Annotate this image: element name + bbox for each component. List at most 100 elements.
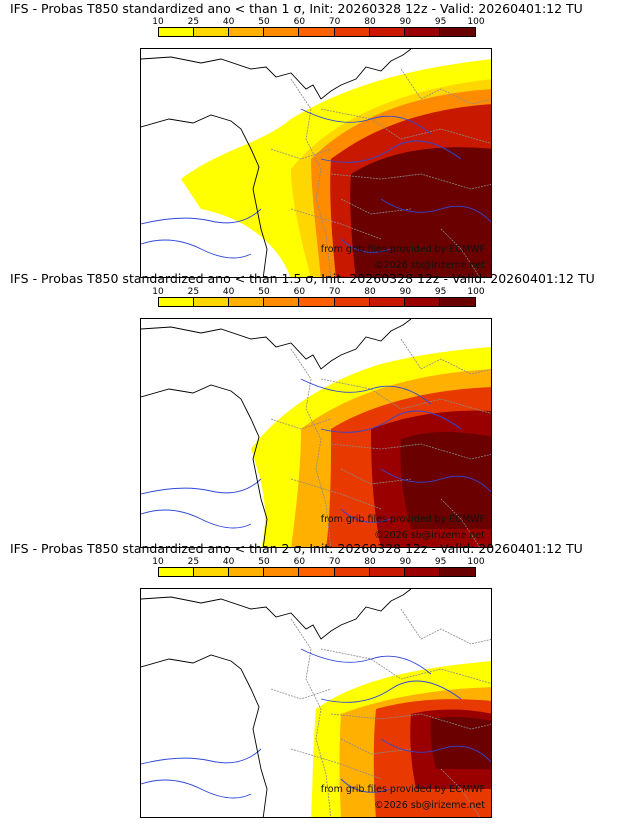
border-line xyxy=(270,148,332,160)
probability-contour xyxy=(400,432,491,529)
border-line xyxy=(400,338,491,375)
colorbar-segment xyxy=(369,568,405,576)
river-line xyxy=(300,108,432,135)
source-credit: from grib files provided by ECMWF xyxy=(320,514,485,525)
colorbar-segment xyxy=(334,28,370,36)
river-line xyxy=(300,648,432,675)
panel-title: IFS - Probas T850 standardized ano < tha… xyxy=(10,1,583,16)
colorbar-segment xyxy=(404,28,440,36)
river-line xyxy=(141,208,262,225)
river-line xyxy=(320,140,462,163)
colorbar-tick-label: 40 xyxy=(222,287,235,297)
probability-map: from grib files provided by ECMWF ©2026 … xyxy=(140,588,492,818)
colorbar-segment xyxy=(404,568,440,576)
colorbar-segment xyxy=(369,298,405,306)
colorbar-segment xyxy=(194,28,230,36)
colorbar-tick-label: 60 xyxy=(293,557,306,567)
colorbar-segment xyxy=(159,28,195,36)
colorbar-segment xyxy=(194,568,230,576)
coastline xyxy=(141,319,412,370)
map-svg xyxy=(141,319,491,547)
colorbar-tick-label: 70 xyxy=(328,287,341,297)
source-credit: from grib files provided by ECMWF xyxy=(320,244,485,255)
river-line xyxy=(300,378,432,405)
source-credit: from grib files provided by ECMWF xyxy=(320,784,485,795)
border-line xyxy=(320,648,491,684)
colorbar-tick-label: 25 xyxy=(187,557,200,567)
river-line xyxy=(380,198,491,223)
colorbar-tick-label: 80 xyxy=(364,17,376,27)
map-svg xyxy=(141,589,491,817)
colorbar-segment xyxy=(404,298,440,306)
colorbar-tick-label: 95 xyxy=(434,17,447,27)
colorbar-tick-label: 80 xyxy=(364,557,376,567)
border-line xyxy=(440,228,481,277)
border-line xyxy=(290,618,332,817)
colorbar-segment xyxy=(439,298,475,306)
colorbar-ticks: 10 25 40 50 60 70 80 90 95 100 xyxy=(145,17,485,27)
colorbar-tick-label: 90 xyxy=(399,287,412,297)
map-svg xyxy=(141,49,491,277)
coastline xyxy=(141,384,268,547)
colorbar-segment xyxy=(194,298,230,306)
probability-contour xyxy=(430,716,491,769)
colorbar-segment xyxy=(229,568,265,576)
border-line xyxy=(320,378,491,414)
river-line xyxy=(340,508,392,523)
border-line xyxy=(320,108,491,144)
colorbar-tick-label: 100 xyxy=(467,287,485,297)
colorbar xyxy=(158,567,476,577)
border-line xyxy=(340,198,412,215)
coastline xyxy=(141,654,268,817)
colorbar-ticks: 10 25 40 50 60 70 80 90 95 100 xyxy=(145,287,485,297)
colorbar xyxy=(158,27,476,37)
river-line xyxy=(340,778,392,793)
copyright-credit: ©2026 sb@irizeme.net xyxy=(374,800,485,811)
coastline xyxy=(141,49,412,100)
border-line xyxy=(440,498,481,547)
border-line xyxy=(400,608,491,645)
panel-title: IFS - Probas T850 standardized ano < tha… xyxy=(10,541,583,556)
colorbar-tick-label: 70 xyxy=(328,557,341,567)
colorbar-segment xyxy=(334,568,370,576)
colorbar-segment xyxy=(334,298,370,306)
border-line xyxy=(340,738,412,755)
colorbar-ticks: 10 25 40 50 60 70 80 90 95 100 xyxy=(145,557,485,567)
colorbar-segment xyxy=(264,568,300,576)
map-panel-2: IFS - Probas T850 standardized ano < tha… xyxy=(0,270,630,548)
river-line xyxy=(340,238,392,253)
colorbar-tick-label: 60 xyxy=(293,17,306,27)
border-line xyxy=(330,173,491,190)
colorbar-segment xyxy=(159,298,195,306)
river-line xyxy=(141,779,252,799)
colorbar-segment xyxy=(369,28,405,36)
colorbar-tick-label: 60 xyxy=(293,287,306,297)
colorbar-segment xyxy=(159,568,195,576)
colorbar-tick-label: 90 xyxy=(399,17,412,27)
border-line xyxy=(440,768,481,817)
border-line xyxy=(290,208,382,240)
map-panel-3: IFS - Probas T850 standardized ano < tha… xyxy=(0,540,630,818)
colorbar-segment xyxy=(299,568,335,576)
colorbar-segment xyxy=(439,28,475,36)
colorbar-segment xyxy=(229,298,265,306)
colorbar-tick-label: 50 xyxy=(258,17,270,27)
colorbar-tick-label: 25 xyxy=(187,17,200,27)
river-line xyxy=(141,509,252,529)
colorbar-segment xyxy=(264,28,300,36)
colorbar-segment xyxy=(299,298,335,306)
river-line xyxy=(141,239,252,259)
coastline xyxy=(141,589,412,640)
colorbar-tick-label: 80 xyxy=(364,287,376,297)
river-line xyxy=(141,478,262,495)
border-line xyxy=(290,478,382,510)
panel-title: IFS - Probas T850 standardized ano < tha… xyxy=(10,271,595,286)
colorbar-segment xyxy=(439,568,475,576)
border-line xyxy=(340,468,412,485)
probability-map: from grib files provided by ECMWF ©2026 … xyxy=(140,318,492,548)
coastline xyxy=(141,114,268,277)
colorbar-tick-label: 40 xyxy=(222,557,235,567)
colorbar-tick-label: 100 xyxy=(467,17,485,27)
map-panel-1: IFS - Probas T850 standardized ano < tha… xyxy=(0,0,630,278)
colorbar-tick-label: 90 xyxy=(399,557,412,567)
